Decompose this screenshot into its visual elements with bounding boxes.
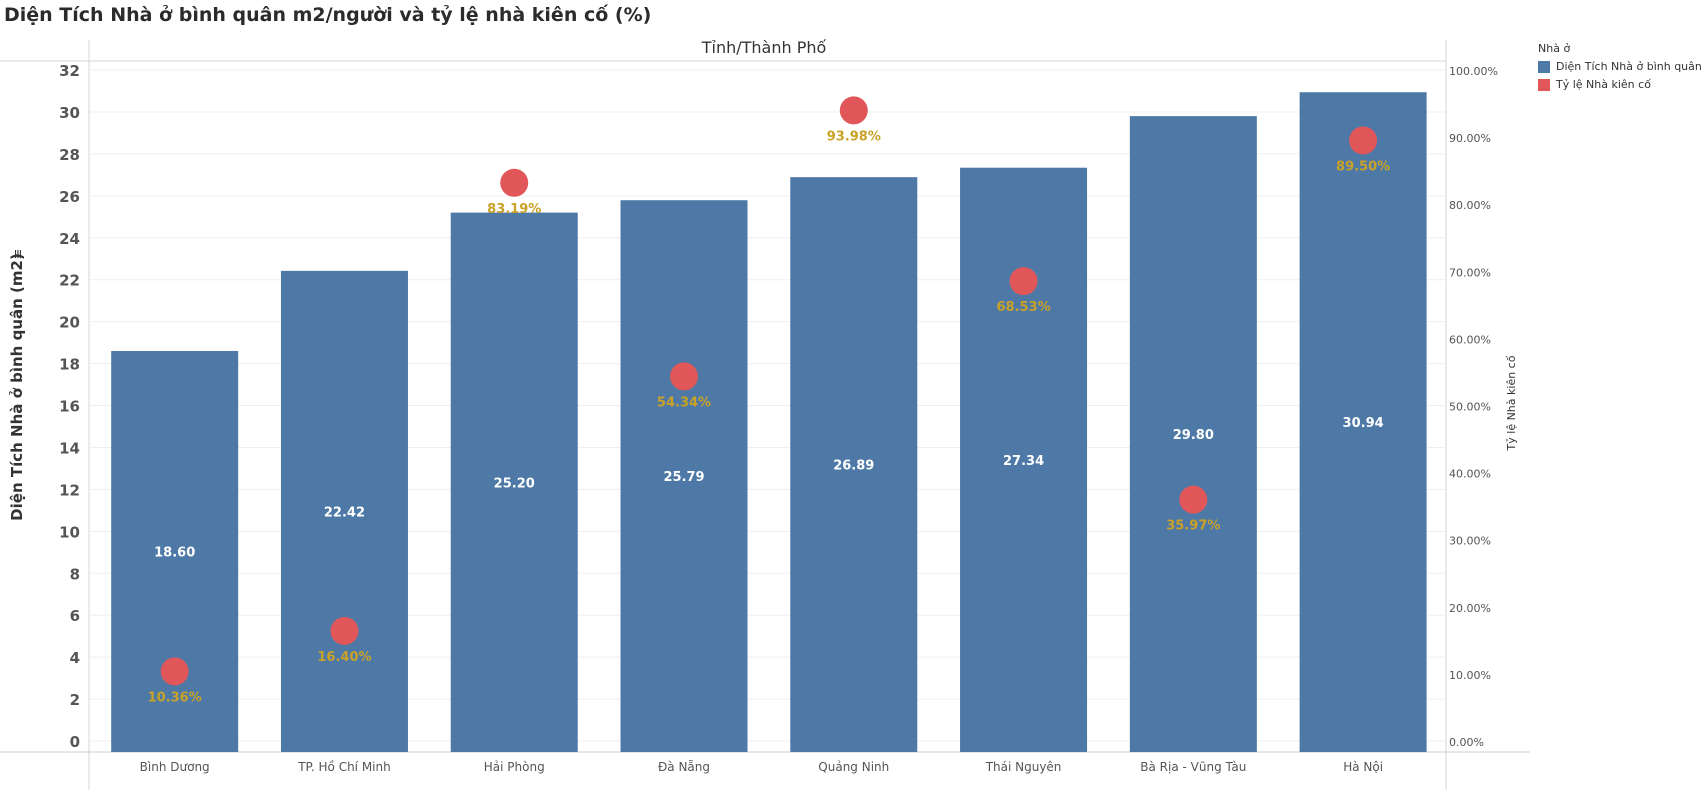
left-tick-label: 0: [70, 733, 80, 751]
right-tick-label: 20.00%: [1449, 602, 1491, 615]
legend-swatch-dot: [1538, 78, 1550, 91]
column-header: Tỉnh/Thành Phố: [701, 38, 827, 57]
dot-value-label: 16.40%: [317, 650, 371, 665]
legend-title: Nhà ở: [1538, 42, 1571, 55]
x-axis-label: Bà Rịa - Vũng Tàu: [1140, 760, 1246, 774]
right-tick-label: 100.00%: [1449, 65, 1498, 78]
dots-layer: [160, 96, 1378, 686]
bar-value-label: 25.20: [494, 476, 535, 491]
left-tick-label: 22: [59, 272, 80, 290]
left-tick-label: 2: [70, 691, 80, 709]
left-tick-label: 14: [59, 439, 80, 457]
dot-value-label: 89.50%: [1336, 159, 1390, 174]
dot: [1349, 126, 1378, 155]
right-tick-label: 80.00%: [1449, 199, 1491, 212]
dot-value-label: 54.34%: [657, 395, 711, 410]
right-tick-label: 50.00%: [1449, 401, 1491, 414]
legend-item-dot[interactable]: Tỷ lệ Nhà kiên cố: [1538, 78, 1702, 91]
bar: [790, 177, 918, 752]
x-axis-label: Đà Nẵng: [658, 760, 710, 774]
left-tick-label: 6: [70, 607, 80, 625]
bar-value-label: 26.89: [833, 459, 874, 474]
legend-label-bar: Diện Tích Nhà ở bình quân: [1556, 60, 1702, 73]
bar: [450, 212, 578, 752]
right-tick-label: 90.00%: [1449, 132, 1491, 145]
x-axis-label: Quảng Ninh: [818, 760, 889, 774]
bar-value-label: 22.42: [324, 505, 365, 520]
right-tick-label: 30.00%: [1449, 535, 1491, 548]
dot-labels-layer: 10.36% 16.40% 83.19% 54.34% 93.98% 68.53% 35.9…: [148, 129, 1391, 705]
x-axis-labels: Bình Dương TP. Hồ Chí Minh Hải Phòng Đà Nẵn…: [140, 760, 1383, 774]
bar: [1129, 116, 1257, 753]
left-tick-label: 24: [59, 230, 80, 248]
left-tick-label: 8: [70, 565, 80, 583]
left-tick-label: 12: [59, 481, 80, 499]
legend-item-bar[interactable]: Diện Tích Nhà ở bình quân: [1538, 60, 1702, 73]
dot: [330, 616, 359, 645]
dot-value-label: 83.19%: [487, 202, 541, 217]
left-tick-label: 26: [59, 188, 80, 206]
right-axis-label: Tỷ lệ Nhà kiên cố: [1505, 355, 1518, 451]
bar: [960, 167, 1088, 753]
dot-value-label: 93.98%: [827, 129, 881, 144]
dot: [1009, 267, 1038, 296]
x-axis-label: Bình Dương: [140, 760, 210, 774]
legend-label-dot: Tỷ lệ Nhà kiên cố: [1556, 78, 1651, 91]
x-axis-label: Hải Phòng: [484, 760, 545, 774]
left-tick-label: 30: [59, 104, 80, 122]
bar-value-label: 27.34: [1003, 454, 1044, 469]
left-tick-label: 20: [59, 314, 80, 332]
left-tick-label: 10: [59, 523, 80, 541]
dot: [1179, 485, 1208, 514]
chart-title: Diện Tích Nhà ở bình quân m2/người và tỷ…: [4, 4, 652, 26]
x-axis-label: TP. Hồ Chí Minh: [297, 760, 391, 774]
legend: Nhà ở Diện Tích Nhà ở bình quân Tỷ lệ Nh…: [1538, 42, 1702, 96]
bar-value-label: 29.80: [1173, 428, 1214, 443]
bar-value-label: 30.94: [1343, 416, 1384, 431]
left-tick-label: 18: [59, 356, 80, 374]
left-tick-label: 28: [59, 146, 80, 164]
x-axis-label: Hà Nội: [1343, 760, 1383, 774]
frame-layer: [0, 40, 1530, 790]
right-tick-label: 40.00%: [1449, 468, 1491, 481]
bar: [280, 270, 408, 752]
right-tick-label: 60.00%: [1449, 333, 1491, 346]
left-tick-label: 16: [59, 398, 80, 416]
bar-value-label: 18.60: [154, 545, 195, 560]
dot-value-label: 68.53%: [996, 300, 1050, 315]
left-axis-label: Diện Tích Nhà ở bình quân (m2): [8, 253, 26, 521]
left-tick-label: 32: [59, 62, 80, 80]
bars-layer: [111, 92, 1427, 753]
bar-labels-layer: 18.60 22.42 25.20 25.79 26.89 27.34 29.80 30.94: [154, 416, 1384, 560]
dot: [500, 168, 529, 197]
left-tick-label: 4: [70, 649, 80, 667]
dot: [839, 96, 868, 125]
bar: [1299, 92, 1427, 753]
dot: [670, 362, 699, 391]
dot-value-label: 10.36%: [148, 690, 202, 705]
axis-sort-icon[interactable]: ≡: [11, 249, 26, 260]
right-axis-ticks: 0.00% 10.00% 20.00% 30.00% 40.00% 50.00% 60.00…: [1449, 65, 1498, 749]
legend-swatch-bar: [1538, 60, 1550, 73]
x-axis-label: Thái Nguyên: [985, 760, 1062, 774]
right-tick-label: 0.00%: [1449, 736, 1484, 749]
right-tick-label: 70.00%: [1449, 266, 1491, 279]
bar-value-label: 25.79: [663, 470, 704, 485]
dot-value-label: 35.97%: [1166, 519, 1220, 534]
dot: [160, 657, 189, 686]
right-tick-label: 10.00%: [1449, 669, 1491, 682]
bar: [620, 200, 748, 752]
